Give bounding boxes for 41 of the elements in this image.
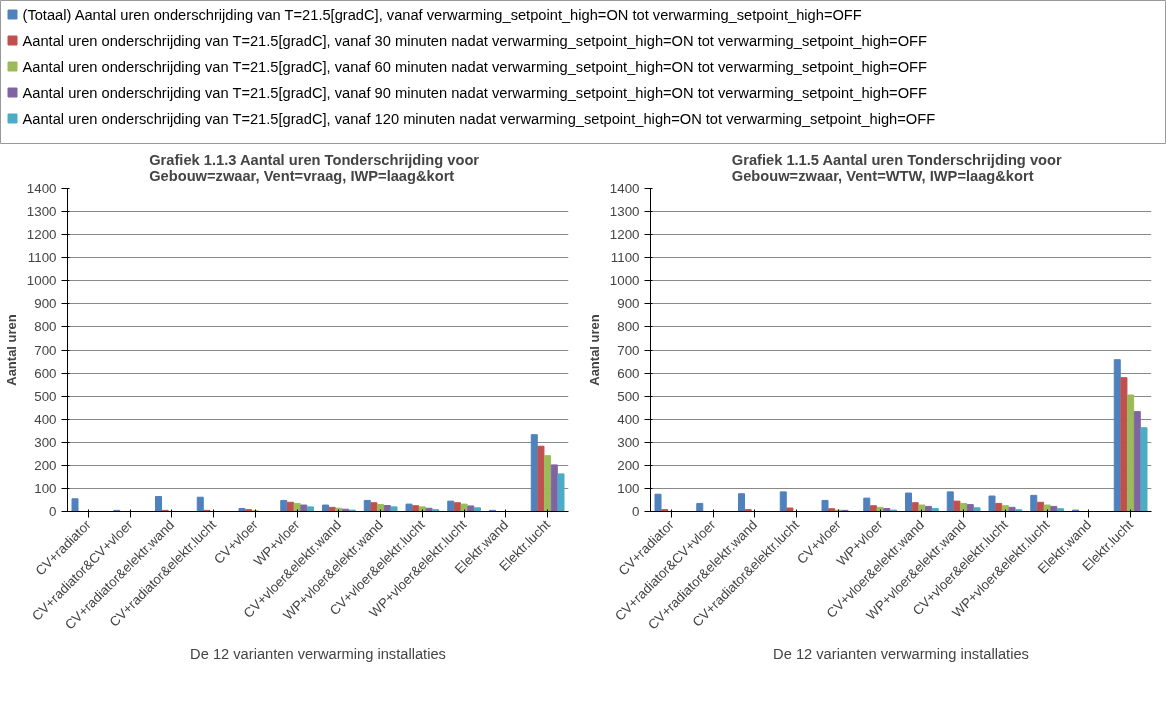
y-tick-label: 1300 (26, 204, 57, 220)
x-axis-title: De 12 varianten verwarming installaties (190, 645, 446, 662)
y-tick-label: 1100 (610, 250, 640, 266)
y-tick-label: 100 (617, 480, 640, 496)
y-tick-label: 400 (617, 411, 640, 427)
y-tick-label: 900 (617, 296, 640, 312)
y-tick-label: 200 (34, 457, 57, 473)
y-tick-label: 800 (34, 319, 57, 335)
y-tick-label: 900 (34, 296, 57, 312)
y-tick-label: 1000 (26, 273, 57, 289)
y-tick-label: 500 (34, 388, 57, 404)
legend-label: Aantal uren onderschrijding van T=21.5[gradC], vanaf 30 minuten nadat verwarming_setpoint_high=ON tot verwarming_setpoint_high=OFF (22, 32, 928, 49)
x-axis-title: De 12 varianten verwarming installaties (773, 645, 1029, 662)
y-tick-label: 100 (34, 480, 57, 496)
y-tick-label: 500 (617, 388, 640, 404)
y-tick-label: 300 (617, 434, 640, 450)
y-tick-label: 600 (617, 365, 640, 381)
y-tick-label: 600 (34, 365, 57, 381)
chart-title: Grafiek 1.1.3 Aantal uren Tonderschrijding voor Gebouw=zwaar, Vent=vraag, IWP=laag&kort (149, 151, 480, 184)
y-tick-label: 1100 (27, 250, 57, 266)
y-tick-label: 1400 (609, 181, 640, 196)
y-tick-label: 700 (34, 342, 57, 358)
legend-label: Aantal uren onderschrijding van T=21.5[gradC], vanaf 60 minuten nadat verwarming_setpoint_high=ON tot verwarming_setpoint_high=OFF (22, 58, 928, 75)
y-tick-label: 200 (617, 457, 640, 473)
y-axis-title: Aantal uren (586, 314, 602, 386)
y-tick-label: 1200 (609, 227, 640, 243)
y-tick-label: 800 (617, 319, 640, 335)
y-tick-label: 1200 (26, 227, 57, 243)
y-tick-label: 400 (34, 411, 57, 427)
y-tick-label: 0 (632, 504, 640, 519)
y-tick-label: 300 (34, 434, 57, 450)
legend-label: Aantal uren onderschrijding van T=21.5[gradC], vanaf 90 minuten nadat verwarming_setpoint_high=ON tot verwarming_setpoint_high=OFF (22, 84, 928, 101)
y-tick-label: 0 (49, 504, 57, 519)
y-tick-label: 1300 (609, 204, 640, 220)
y-tick-label: 1000 (609, 273, 640, 289)
legend-label: Aantal uren onderschrijding van T=21.5[gradC], vanaf 120 minuten nadat verwarming_setpoint_high=ON tot verwarming_setpoint_high=OFF (22, 110, 936, 127)
y-tick-label: 700 (617, 342, 640, 358)
y-axis-title: Aantal uren (3, 314, 19, 386)
legend-label: (Totaal) Aantal uren onderschrijding van T=21.5[gradC], vanaf verwarming_setpoint_high=ON tot verwarming_setpoint_high=OFF (22, 6, 862, 23)
y-tick-label: 1400 (26, 181, 57, 196)
chart-title: Grafiek 1.1.5 Aantal uren Tonderschrijding voor Gebouw=zwaar, Vent=WTW, IWP=laag&kort (731, 151, 1062, 184)
